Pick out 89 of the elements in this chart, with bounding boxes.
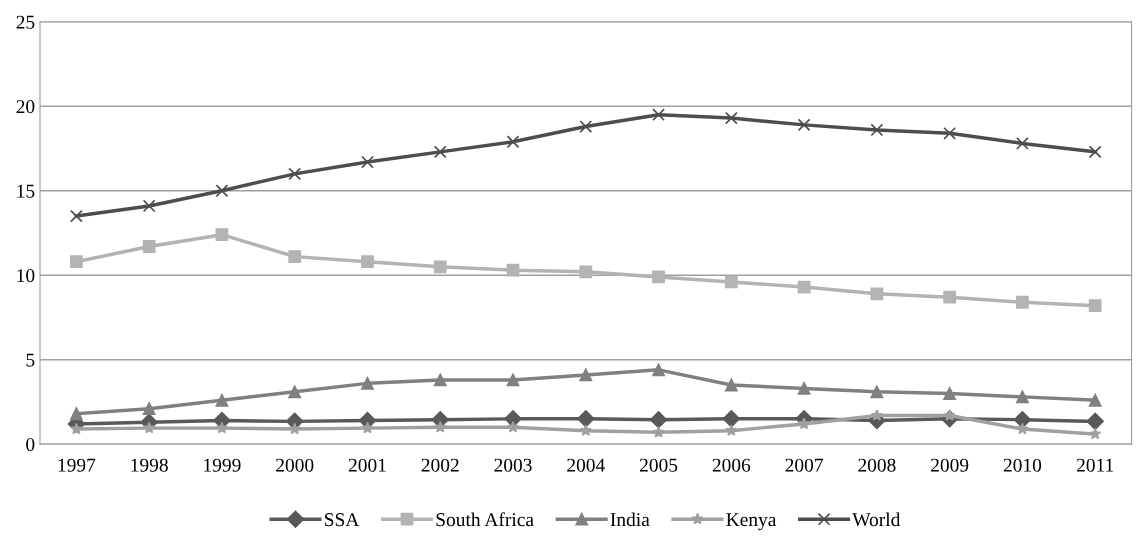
point bbox=[724, 111, 738, 125]
x-tick-label: 2004 bbox=[567, 458, 605, 472]
point bbox=[434, 420, 447, 433]
point bbox=[433, 145, 447, 159]
point bbox=[870, 287, 884, 301]
point bbox=[1016, 137, 1029, 150]
point bbox=[652, 425, 665, 438]
point bbox=[1088, 299, 1102, 313]
legend-label: South Africa bbox=[436, 512, 534, 527]
point bbox=[943, 387, 957, 400]
point bbox=[215, 393, 229, 407]
point bbox=[579, 368, 593, 382]
point bbox=[361, 421, 374, 434]
x-tick-label: 2011 bbox=[1076, 458, 1114, 472]
point bbox=[288, 167, 302, 181]
y-tick-label: 5 bbox=[26, 353, 35, 367]
y-tick-label: 25 bbox=[16, 15, 35, 29]
point bbox=[361, 155, 374, 169]
y-tick-label: 0 bbox=[26, 437, 35, 452]
point bbox=[288, 385, 302, 399]
x-tick-label: 2009 bbox=[931, 458, 969, 472]
point bbox=[215, 184, 229, 198]
point bbox=[870, 409, 883, 421]
x-tick-label: 1999 bbox=[204, 458, 241, 472]
point bbox=[433, 373, 447, 387]
point bbox=[797, 118, 811, 132]
point bbox=[70, 407, 83, 421]
x-tick-label: 1998 bbox=[131, 458, 168, 472]
point bbox=[361, 376, 374, 390]
point bbox=[579, 265, 593, 279]
point bbox=[722, 410, 741, 428]
x-tick-label: 2007 bbox=[785, 458, 823, 472]
x-tick-label: 1997 bbox=[58, 458, 96, 472]
point bbox=[577, 410, 595, 428]
x-tick-label: 2002 bbox=[421, 458, 459, 472]
point bbox=[288, 422, 301, 435]
point bbox=[506, 135, 520, 149]
point bbox=[1088, 393, 1102, 407]
point bbox=[1088, 145, 1102, 159]
point bbox=[652, 108, 665, 122]
point bbox=[652, 363, 665, 377]
x-tick-label: 2008 bbox=[858, 458, 896, 472]
point bbox=[1016, 295, 1029, 309]
point bbox=[506, 373, 520, 387]
point bbox=[943, 290, 957, 304]
point bbox=[215, 421, 229, 434]
point bbox=[1089, 427, 1102, 440]
y-tick-label: 20 bbox=[16, 100, 35, 114]
point bbox=[288, 250, 302, 264]
legend-label: India bbox=[610, 512, 650, 527]
point bbox=[142, 402, 156, 416]
x-tick-label: 2010 bbox=[1003, 458, 1042, 472]
point bbox=[797, 382, 811, 395]
x-tick-label: 2003 bbox=[494, 458, 532, 472]
point bbox=[1086, 412, 1104, 431]
point bbox=[70, 209, 83, 223]
y-tick-label: 15 bbox=[17, 184, 35, 198]
point bbox=[652, 270, 665, 284]
legend-label: World bbox=[852, 512, 901, 527]
point bbox=[1016, 422, 1029, 435]
point bbox=[215, 228, 229, 242]
point bbox=[649, 410, 668, 429]
x-tick-label: 2000 bbox=[276, 458, 314, 472]
point bbox=[506, 263, 520, 277]
point bbox=[70, 255, 83, 269]
point bbox=[870, 123, 884, 137]
point bbox=[433, 260, 447, 274]
point bbox=[142, 240, 156, 253]
x-tick-label: 2006 bbox=[712, 458, 751, 472]
point bbox=[506, 420, 520, 433]
point bbox=[797, 280, 811, 294]
point bbox=[870, 385, 884, 399]
x-tick-label: 2001 bbox=[348, 458, 386, 472]
point bbox=[579, 424, 592, 436]
point bbox=[1016, 390, 1029, 404]
legend-label: SSA bbox=[325, 513, 360, 527]
point bbox=[943, 126, 957, 140]
y-tick-label: 10 bbox=[17, 269, 35, 283]
x-tick-label: 2005 bbox=[639, 458, 678, 472]
point bbox=[143, 421, 156, 434]
point bbox=[361, 255, 374, 269]
point bbox=[579, 120, 593, 133]
point bbox=[725, 424, 738, 436]
point bbox=[724, 275, 738, 289]
point bbox=[70, 422, 83, 435]
legend-label: Kenya bbox=[726, 513, 777, 531]
point bbox=[724, 378, 738, 392]
point bbox=[142, 199, 156, 213]
point bbox=[1013, 410, 1032, 429]
